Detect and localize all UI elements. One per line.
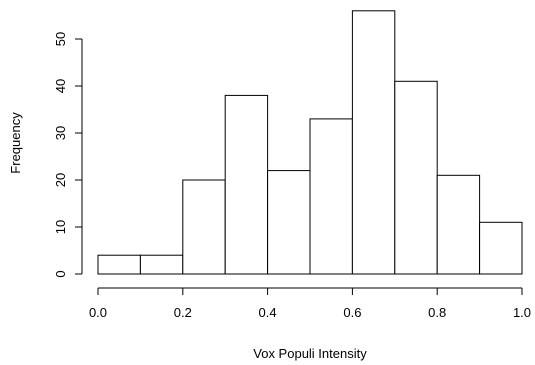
- x-axis: 0.0 0.2 0.4 0.6 0.8 1.0: [89, 287, 531, 320]
- x-tick-label-3: 0.6: [343, 305, 361, 320]
- histogram-bar-6: [351, 10, 396, 275]
- y-tick-label-0: 0: [53, 270, 68, 277]
- y-axis-title: Frequency: [8, 112, 23, 174]
- histogram-bar-2: [182, 179, 226, 275]
- histogram-bar-1: [139, 254, 184, 275]
- histogram-bar-4: [267, 170, 311, 275]
- y-tick-label-4: 40: [53, 79, 68, 93]
- histogram-bar-9: [479, 221, 523, 275]
- histogram-bar-0: [97, 254, 141, 275]
- x-tick-label-4: 0.8: [428, 305, 446, 320]
- y-axis: 0 10 20 30 40 50: [53, 32, 83, 278]
- x-tick-label-1: 0.2: [174, 305, 192, 320]
- histogram-bar-3: [224, 94, 269, 275]
- y-tick-label-1: 10: [53, 220, 68, 234]
- histogram-bar-8: [436, 174, 481, 275]
- y-tick-label-5: 50: [53, 32, 68, 46]
- y-tick-label-3: 30: [53, 126, 68, 140]
- histogram-bar-5: [309, 118, 353, 275]
- x-tick-label-0: 0.0: [89, 305, 107, 320]
- x-tick-label-2: 0.4: [259, 305, 277, 320]
- histogram-bars: [97, 10, 523, 275]
- x-axis-title: Vox Populi Intensity: [253, 346, 367, 361]
- histogram-bar-7: [394, 80, 438, 275]
- y-tick-label-2: 20: [53, 173, 68, 187]
- x-tick-label-5: 1.0: [513, 305, 531, 320]
